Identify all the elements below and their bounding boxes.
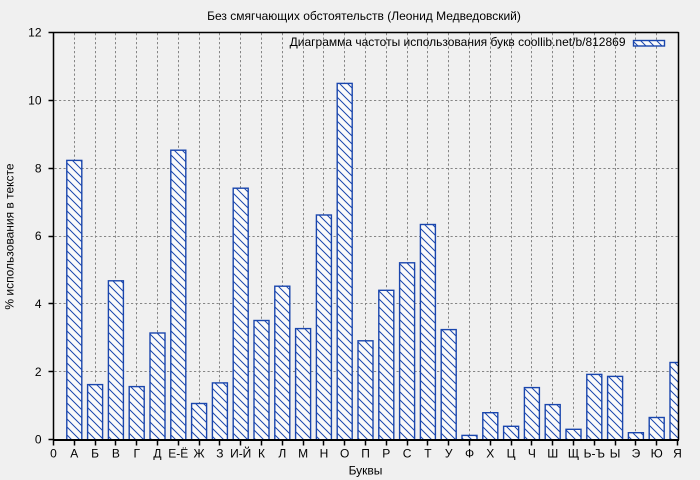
svg-text:2: 2 <box>35 365 42 379</box>
svg-text:З: З <box>216 447 223 461</box>
svg-text:И-Й: И-Й <box>230 446 251 461</box>
svg-text:10: 10 <box>28 94 42 108</box>
svg-text:4: 4 <box>35 297 42 311</box>
svg-text:Э: Э <box>632 447 641 461</box>
svg-text:Ь-Ъ: Ь-Ъ <box>584 447 605 461</box>
svg-text:% использования в тексте: % использования в тексте <box>3 163 17 309</box>
svg-text:Ч: Ч <box>528 447 536 461</box>
svg-text:А: А <box>70 447 78 461</box>
svg-text:Диаграмма частоты использовани: Диаграмма частоты использования букв coo… <box>290 35 626 49</box>
svg-text:Х: Х <box>486 447 494 461</box>
svg-text:Г: Г <box>133 447 140 461</box>
svg-text:Ц: Ц <box>507 447 516 461</box>
svg-text:П: П <box>361 447 370 461</box>
svg-text:Ю: Ю <box>651 447 663 461</box>
svg-text:Без смягчающих обстоятельств (: Без смягчающих обстоятельств (Леонид Мед… <box>207 9 521 23</box>
svg-text:М: М <box>298 447 308 461</box>
svg-text:Щ: Щ <box>568 447 579 461</box>
svg-text:Ф: Ф <box>465 447 474 461</box>
svg-text:0: 0 <box>35 433 42 447</box>
svg-text:Т: Т <box>424 447 432 461</box>
svg-text:0: 0 <box>50 447 57 461</box>
svg-text:О: О <box>340 447 349 461</box>
svg-text:Б: Б <box>91 447 99 461</box>
svg-text:12: 12 <box>28 26 42 40</box>
svg-text:Е-Ё: Е-Ё <box>168 447 188 461</box>
svg-text:Н: Н <box>320 447 329 461</box>
svg-text:Ж: Ж <box>194 447 205 461</box>
svg-text:В: В <box>112 447 120 461</box>
svg-text:Буквы: Буквы <box>349 464 383 478</box>
svg-text:Л: Л <box>278 447 286 461</box>
svg-text:Я: Я <box>673 447 682 461</box>
svg-text:С: С <box>403 447 412 461</box>
svg-text:К: К <box>258 447 265 461</box>
svg-text:8: 8 <box>35 161 42 175</box>
svg-text:6: 6 <box>35 229 42 243</box>
svg-text:Ы: Ы <box>610 447 621 461</box>
svg-text:Д: Д <box>153 447 161 461</box>
svg-text:Ш: Ш <box>547 447 558 461</box>
svg-text:У: У <box>445 447 453 461</box>
svg-text:Р: Р <box>382 447 390 461</box>
